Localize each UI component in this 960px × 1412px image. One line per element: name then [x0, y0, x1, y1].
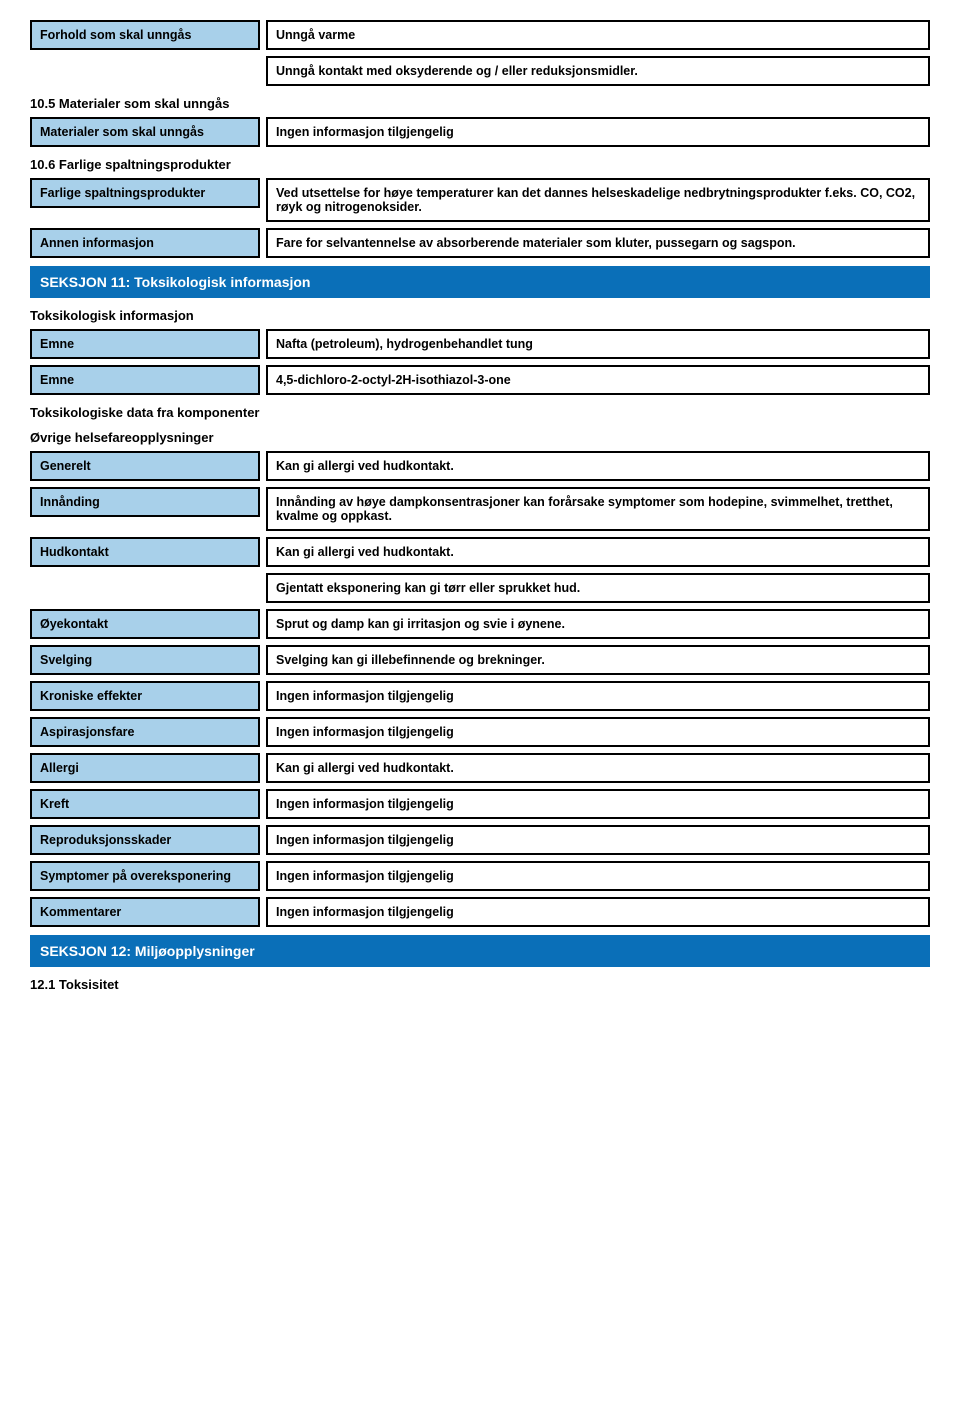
row-symptomer: Symptomer på overeksponering Ingen infor… [30, 861, 930, 891]
value-reproduksjon: Ingen informasjon tilgjengelig [266, 825, 930, 855]
label-reproduksjon: Reproduksjonsskader [30, 825, 260, 855]
row-kroniske: Kroniske effekter Ingen informasjon tilg… [30, 681, 930, 711]
label-other-info: Annen informasjon [30, 228, 260, 258]
heading-tox-components: Toksikologiske data fra komponenter [30, 405, 930, 420]
value-kroniske: Ingen informasjon tilgjengelig [266, 681, 930, 711]
value-conditions: Unngå varme [266, 20, 930, 50]
heading-12-1: 12.1 Toksisitet [30, 977, 930, 992]
label-innanding: Innånding [30, 487, 260, 517]
value-svelging: Svelging kan gi illebefinnende og brekni… [266, 645, 930, 675]
label-allergi: Allergi [30, 753, 260, 783]
label-generelt: Generelt [30, 451, 260, 481]
row-innanding: Innånding Innånding av høye dampkonsentr… [30, 487, 930, 531]
heading-10-6: 10.6 Farlige spaltningsprodukter [30, 157, 930, 172]
row-oyekontakt: Øyekontakt Sprut og damp kan gi irritasj… [30, 609, 930, 639]
value-conditions-extra: Unngå kontakt med oksyderende og / eller… [266, 56, 930, 86]
label-materials: Materialer som skal unngås [30, 117, 260, 147]
row-svelging: Svelging Svelging kan gi illebefinnende … [30, 645, 930, 675]
row-kommentarer: Kommentarer Ingen informasjon tilgjengel… [30, 897, 930, 927]
value-other-info: Fare for selvantennelse av absorberende … [266, 228, 930, 258]
label-svelging: Svelging [30, 645, 260, 675]
heading-other-health: Øvrige helsefareopplysninger [30, 430, 930, 445]
value-hudkontakt-extra: Gjentatt eksponering kan gi tørr eller s… [266, 573, 930, 603]
label-kommentarer: Kommentarer [30, 897, 260, 927]
value-decomposition: Ved utsettelse for høye temperaturer kan… [266, 178, 930, 222]
value-kreft: Ingen informasjon tilgjengelig [266, 789, 930, 819]
label-hudkontakt: Hudkontakt [30, 537, 260, 567]
label-kreft: Kreft [30, 789, 260, 819]
value-symptomer: Ingen informasjon tilgjengelig [266, 861, 930, 891]
row-emne-1: Emne Nafta (petroleum), hydrogenbehandle… [30, 329, 930, 359]
value-emne-2: 4,5-dichloro-2-octyl-2H-isothiazol-3-one [266, 365, 930, 395]
row-hudkontakt: Hudkontakt Kan gi allergi ved hudkontakt… [30, 537, 930, 567]
row-decomposition: Farlige spaltningsprodukter Ved utsettel… [30, 178, 930, 222]
section-12-bar: SEKSJON 12: Miljøopplysninger [30, 935, 930, 967]
row-conditions-to-avoid: Forhold som skal unngås Unngå varme [30, 20, 930, 50]
label-emne-2: Emne [30, 365, 260, 395]
value-materials: Ingen informasjon tilgjengelig [266, 117, 930, 147]
heading-10-5: 10.5 Materialer som skal unngås [30, 96, 930, 111]
label-aspirasjon: Aspirasjonsfare [30, 717, 260, 747]
row-allergi: Allergi Kan gi allergi ved hudkontakt. [30, 753, 930, 783]
row-materials-avoid: Materialer som skal unngås Ingen informa… [30, 117, 930, 147]
row-generelt: Generelt Kan gi allergi ved hudkontakt. [30, 451, 930, 481]
value-innanding: Innånding av høye dampkonsentrasjoner ka… [266, 487, 930, 531]
section-11-bar: SEKSJON 11: Toksikologisk informasjon [30, 266, 930, 298]
label-decomposition: Farlige spaltningsprodukter [30, 178, 260, 208]
value-oyekontakt: Sprut og damp kan gi irritasjon og svie … [266, 609, 930, 639]
row-emne-2: Emne 4,5-dichloro-2-octyl-2H-isothiazol-… [30, 365, 930, 395]
value-hudkontakt: Kan gi allergi ved hudkontakt. [266, 537, 930, 567]
value-emne-1: Nafta (petroleum), hydrogenbehandlet tun… [266, 329, 930, 359]
row-aspirasjon: Aspirasjonsfare Ingen informasjon tilgje… [30, 717, 930, 747]
row-other-info: Annen informasjon Fare for selvantennels… [30, 228, 930, 258]
label-kroniske: Kroniske effekter [30, 681, 260, 711]
row-reproduksjon: Reproduksjonsskader Ingen informasjon ti… [30, 825, 930, 855]
label-symptomer: Symptomer på overeksponering [30, 861, 260, 891]
value-kommentarer: Ingen informasjon tilgjengelig [266, 897, 930, 927]
heading-tox-info: Toksikologisk informasjon [30, 308, 930, 323]
value-allergi: Kan gi allergi ved hudkontakt. [266, 753, 930, 783]
value-generelt: Kan gi allergi ved hudkontakt. [266, 451, 930, 481]
row-kreft: Kreft Ingen informasjon tilgjengelig [30, 789, 930, 819]
label-oyekontakt: Øyekontakt [30, 609, 260, 639]
label-emne-1: Emne [30, 329, 260, 359]
value-aspirasjon: Ingen informasjon tilgjengelig [266, 717, 930, 747]
label-conditions: Forhold som skal unngås [30, 20, 260, 50]
